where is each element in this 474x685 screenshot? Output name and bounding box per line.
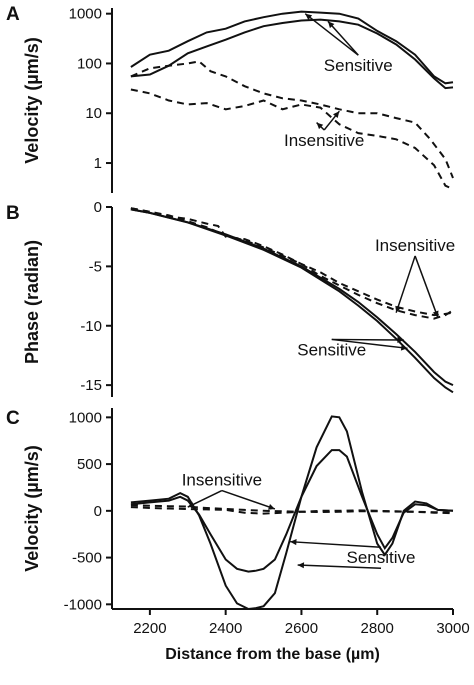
arrowhead [316, 122, 324, 130]
y-axis-label: Velocity (µm/s) [22, 37, 42, 163]
sensitive-series-line-2 [130, 18, 454, 90]
panel-letter: B [6, 203, 20, 224]
sensitive-series-line-2 [130, 208, 454, 394]
insensitive-series-line-4 [130, 88, 454, 191]
insensitive-series-line-4 [130, 207, 454, 320]
y-tick-label: 100 [77, 55, 102, 72]
x-tick-label: 3000 [436, 620, 469, 637]
panel-a: A 1000 100 10 1 Velocity (µm/s) Sensitive Insen… [6, 4, 454, 193]
annotation-arrow [414, 255, 439, 318]
x-tick-label: 2600 [285, 620, 318, 637]
annotation-label: Sensitive [347, 548, 416, 567]
annotation-label: Insensitive [284, 131, 364, 150]
y-tick-label: -15 [80, 377, 102, 394]
annotation-arrow [297, 564, 382, 569]
annotation-arrow [327, 20, 359, 56]
sensitive-series-line-1 [130, 10, 454, 85]
annotation-arrow [331, 338, 408, 350]
y-tick-label: -1000 [64, 596, 102, 613]
y-tick-label: 10 [85, 105, 102, 122]
y-tick-label: -500 [72, 550, 102, 567]
annotation-arrow [221, 489, 276, 510]
annotation-arrow [187, 489, 223, 508]
y-tick-label: 0 [94, 199, 102, 216]
x-tick-label: 2200 [133, 620, 166, 637]
y-axis-label: Phase (radian) [22, 240, 42, 364]
annotation-arrow [304, 13, 359, 56]
y-tick-label: 1000 [69, 409, 102, 426]
arrowhead [395, 305, 402, 313]
arrowhead [333, 111, 340, 118]
y-axis-label: Velocity (µm/s) [22, 445, 42, 571]
arrowhead [397, 336, 404, 343]
y-tick-label: 1000 [69, 6, 102, 23]
arrowhead [432, 310, 439, 318]
y-tick-label: -10 [80, 318, 102, 335]
arrowhead [290, 539, 297, 546]
insensitive-series-line-4 [130, 506, 454, 515]
annotation-arrow [395, 255, 416, 313]
arrowhead [400, 344, 408, 351]
panel-b: B 0 -5 -10 -15 Phase (radian) Insensitive Sensi… [6, 199, 455, 397]
annotation-arrow [331, 338, 404, 341]
panel-letter: C [6, 408, 20, 429]
arrowhead [268, 504, 275, 510]
annotation-label: Sensitive [324, 56, 393, 75]
panel-letter: A [6, 4, 20, 25]
arrowhead [328, 21, 335, 29]
y-tick-label: 0 [94, 503, 102, 520]
x-axis-label: Distance from the base (µm) [165, 646, 380, 663]
y-tick-label: 500 [77, 456, 102, 473]
insensitive-series-line-3 [130, 60, 454, 179]
arrowhead [187, 501, 195, 508]
annotation-label: Insensitive [375, 236, 455, 255]
y-tick-label: -5 [89, 258, 102, 275]
arrowhead [305, 13, 313, 20]
annotation-label: Sensitive [297, 340, 366, 359]
x-tick-label: 2400 [209, 620, 242, 637]
x-tick-label: 2800 [361, 620, 394, 637]
y-tick-label: 1 [94, 155, 102, 172]
panel-c: C 1000 500 0 -500 -1000 2200 2400 2600 2800 3000 Di… [6, 408, 470, 663]
annotation-label: Insensitive [182, 471, 262, 490]
arrowhead [297, 562, 305, 569]
annotation-arrow [290, 540, 382, 548]
